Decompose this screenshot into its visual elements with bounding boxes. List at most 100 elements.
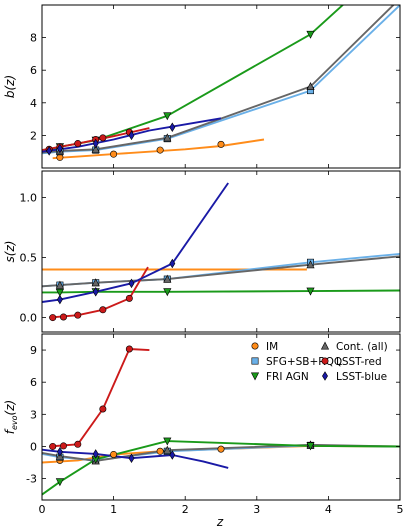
y-axis-label: fevo(z) <box>3 400 19 434</box>
legend-item-sfg-sb-rqq: SFG+SB+RQQ <box>251 356 342 368</box>
y-tick-label: 6 <box>30 64 37 77</box>
data-point-im <box>110 150 118 158</box>
legend-marker <box>251 342 259 350</box>
x-axis: 0 1 2 3 4 5 <box>39 503 404 516</box>
x-tick-label: 1 <box>110 503 117 516</box>
y-tick-label: 2 <box>30 129 37 142</box>
data-point-lsst-red <box>59 313 67 321</box>
data-point-im <box>110 450 118 458</box>
series-line-sfg-sb-rqq <box>42 5 400 155</box>
data-point-lsst-blue <box>56 143 63 154</box>
data-point-cont-all- <box>163 445 172 454</box>
data-point-lsst-blue <box>46 146 53 156</box>
legend-item-lsst-blue: LSST-blue <box>322 371 387 383</box>
data-point-lsst-red <box>125 294 133 302</box>
data-point-fri-agn <box>306 30 315 39</box>
panel-s-data <box>42 182 400 322</box>
data-point-lsst-blue <box>128 453 135 464</box>
data-point-fri-agn <box>55 288 64 297</box>
series-line-fri-agn <box>42 440 400 496</box>
data-point-fri-agn <box>163 437 172 446</box>
data-point-lsst-red <box>49 314 57 322</box>
x-tick-label: 0 <box>39 503 46 516</box>
data-point-lsst-red <box>74 440 82 448</box>
x-tick-label: 2 <box>182 503 189 516</box>
data-point-cont-all- <box>91 144 100 153</box>
data-point-fri-agn <box>163 288 172 297</box>
data-point-lsst-red <box>99 405 107 413</box>
x-axis-label: z <box>216 515 224 529</box>
x-tick-label: 5 <box>397 503 404 516</box>
data-point-lsst-red <box>59 442 67 450</box>
data-point-fri-agn <box>163 112 172 121</box>
data-point-cont-all- <box>306 82 315 90</box>
panel-frame <box>41 4 401 169</box>
data-point-cont-all- <box>306 260 315 269</box>
series-line-fri-agn <box>42 289 400 294</box>
panel-frame <box>41 333 401 501</box>
data-point-lsst-blue <box>128 278 135 289</box>
y-tick-label: 1.0 <box>20 191 38 204</box>
panel-b: 2 4 6 8 b(z) <box>3 4 401 169</box>
data-point-lsst-red <box>74 140 82 148</box>
panel-fevo-data <box>42 345 400 496</box>
series-line-lsst-red <box>49 348 150 448</box>
panel-s: 0.0 0.5 1.0 s(z) <box>3 170 401 333</box>
y-tick-label: 0.5 <box>20 252 38 265</box>
data-point-im <box>156 447 164 455</box>
panel-fevo: -3 0 3 6 9 fevo(z) <box>3 333 401 501</box>
data-point-cont-all- <box>163 274 172 283</box>
legend-label: IM <box>266 341 278 353</box>
data-point-lsst-blue <box>92 138 99 149</box>
y-tick-label: 8 <box>30 32 37 45</box>
data-point-im <box>217 140 225 148</box>
x-tick-label: 4 <box>325 503 332 516</box>
data-point-fri-agn <box>306 442 315 451</box>
y-axis-label: b(z) <box>3 75 17 98</box>
data-point-lsst-red <box>74 311 82 319</box>
data-point-cont-all- <box>163 133 172 142</box>
data-point-lsst-blue <box>56 447 63 457</box>
legend-item-fri-agn: FRI AGN <box>250 371 309 383</box>
data-point-lsst-red <box>99 134 107 142</box>
legend-item-cont-all-: Cont. (all) <box>320 341 388 353</box>
x-tick-label: 3 <box>253 503 260 516</box>
legend-label: Cont. (all) <box>336 341 388 353</box>
panels: 2 4 6 8 b(z) 0.0 0.5 1.0 s(z) -3 0 3 6 9 fevo(z) 0 1 2 3 4 5 <box>3 4 404 516</box>
legend-marker <box>250 372 260 381</box>
legend-label: FRI AGN <box>266 371 309 383</box>
data-point-cont-all- <box>91 278 100 287</box>
y-tick-label: 9 <box>30 344 37 357</box>
legend-marker <box>322 371 328 381</box>
data-point-fri-agn <box>55 478 64 487</box>
data-point-lsst-blue <box>169 122 176 133</box>
legend-label: LSST-blue <box>336 371 387 383</box>
y-tick-label: 0.0 <box>20 312 38 325</box>
legend-item-lsst-red: LSST-red <box>321 356 382 368</box>
data-point-fri-agn <box>306 287 315 296</box>
data-point-cont-all- <box>55 280 64 289</box>
data-point-lsst-blue <box>56 294 63 305</box>
data-point-lsst-blue <box>169 450 176 460</box>
data-point-lsst-red <box>99 306 107 314</box>
data-point-im <box>217 445 225 453</box>
legend-item-im: IM <box>251 341 278 353</box>
panel-b-data <box>42 5 400 161</box>
y-tick-label: 0 <box>30 440 37 453</box>
data-point-lsst-red <box>125 345 133 353</box>
legend-marker <box>251 357 259 365</box>
legend-label: SFG+SB+RQQ <box>266 356 342 368</box>
data-point-lsst-red <box>49 442 57 450</box>
y-axis-label: s(z) <box>3 241 17 263</box>
data-point-lsst-blue <box>169 258 176 269</box>
legend-label: LSST-red <box>336 356 382 368</box>
data-point-lsst-blue <box>92 449 99 459</box>
series-line-cont-all- <box>42 5 395 154</box>
y-tick-label: 3 <box>30 408 37 421</box>
data-point-lsst-blue <box>128 130 135 141</box>
y-tick-label: 6 <box>30 376 37 389</box>
panel-frame <box>41 170 401 333</box>
y-tick-label: 4 <box>30 97 37 110</box>
